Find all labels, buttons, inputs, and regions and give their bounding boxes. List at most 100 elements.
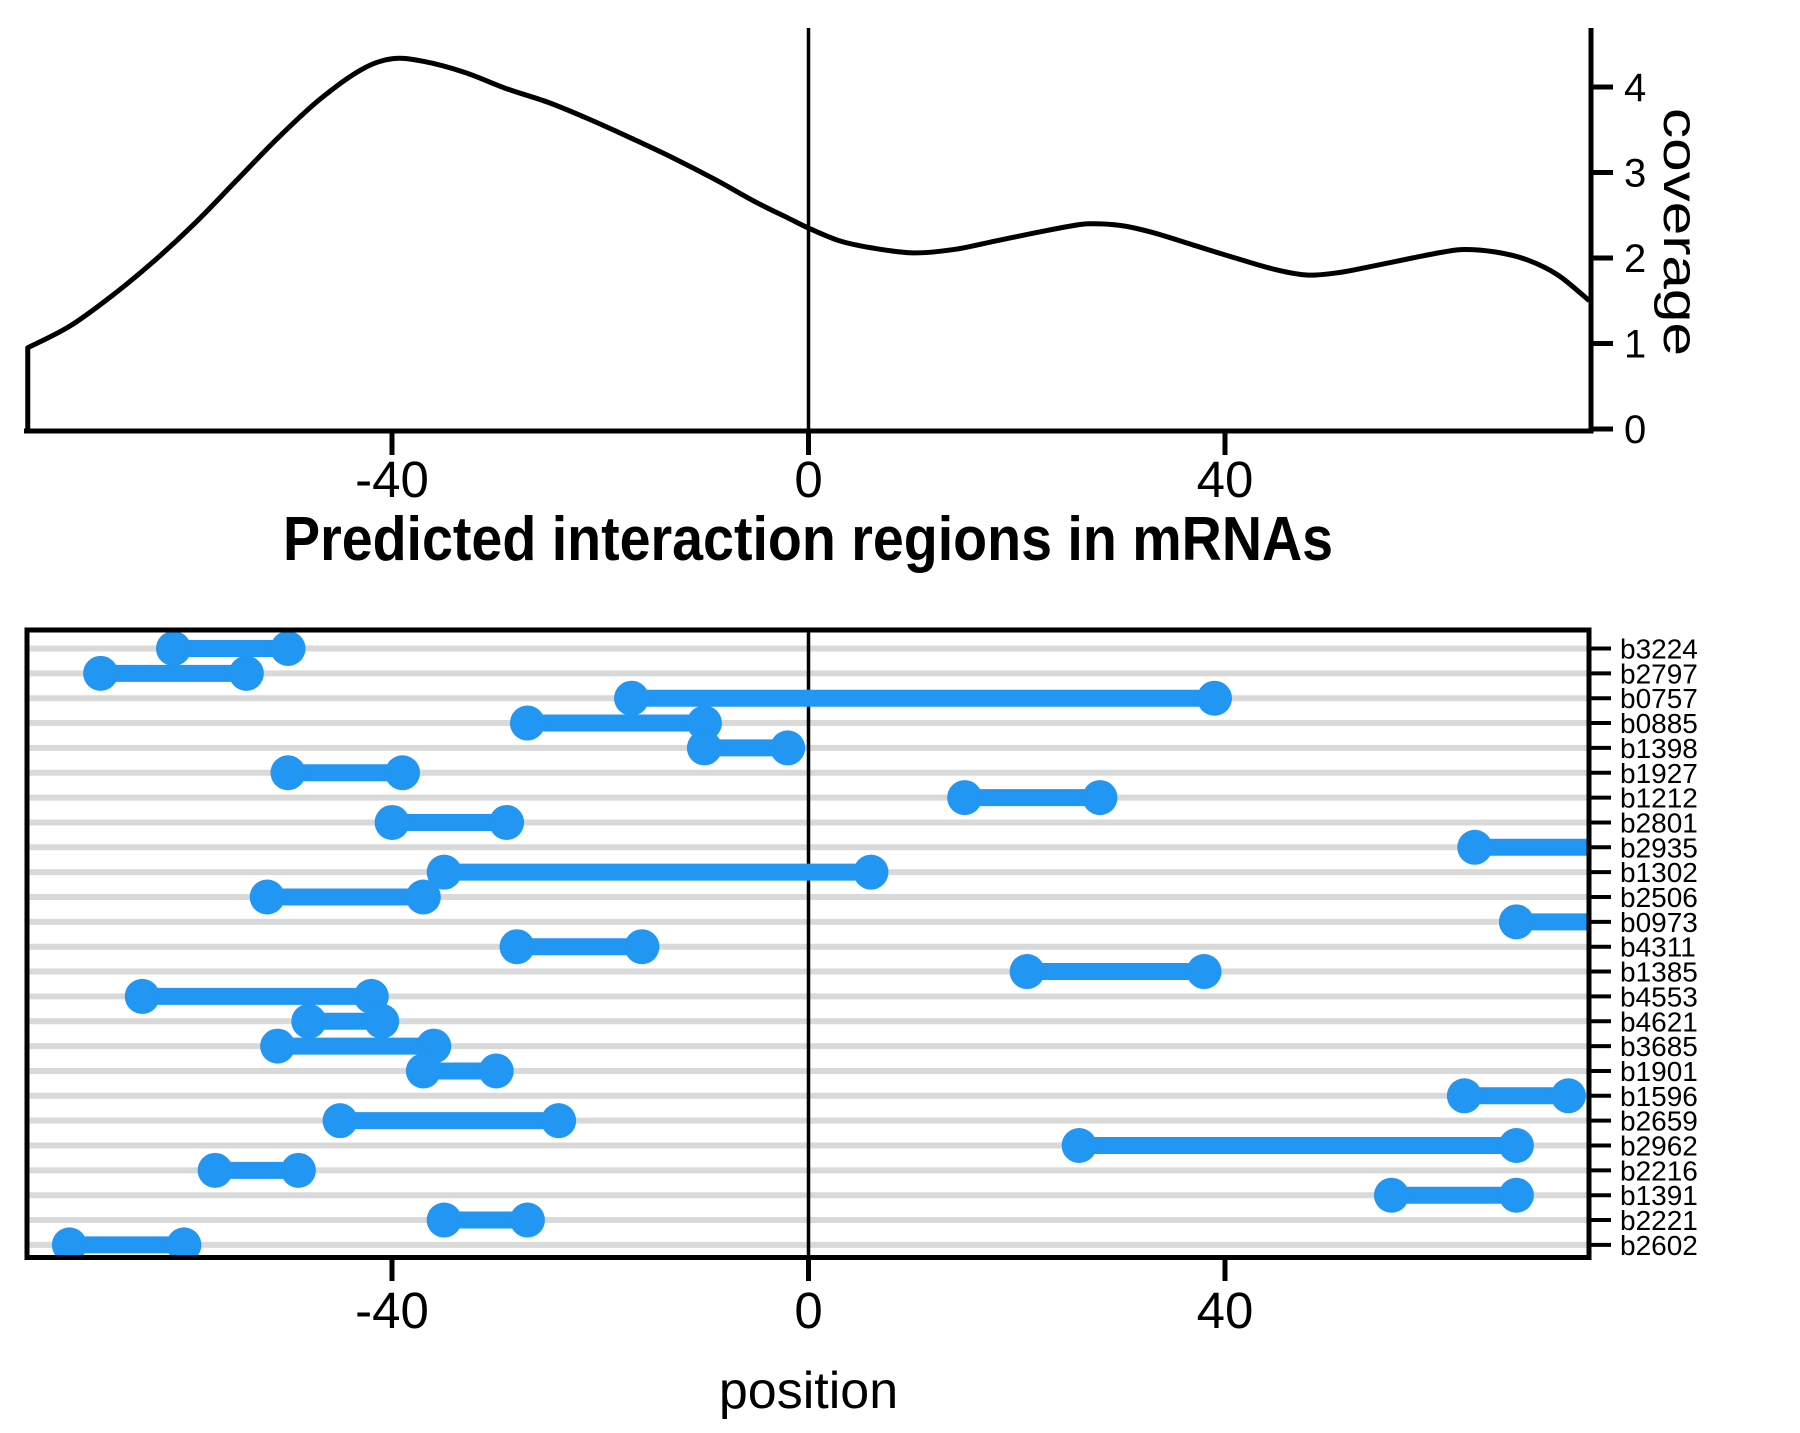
top-y-tick-label: 1 [1624,323,1646,367]
segment-b4311 [499,929,660,965]
segment-dot [1498,1128,1534,1163]
segment-dot [385,755,421,791]
segment-b2801 [374,804,525,840]
segment-b2935 [1457,829,1587,865]
segment-dot [947,780,983,816]
segment-dot [83,655,119,691]
segment-dot [1186,954,1222,990]
top-x-tick-label: -40 [355,451,429,508]
segment-dot [1498,904,1534,940]
segment-b2962 [1061,1128,1534,1163]
segment-dot [1082,780,1118,816]
segment-b2506 [249,879,441,915]
segment-b1901 [405,1053,514,1089]
row-label-b4311: b4311 [1620,932,1696,963]
segment-b2602 [51,1227,202,1256]
segment-dot [1196,680,1232,716]
segment-dot [51,1227,87,1256]
bottom-x-tick-label: -40 [355,1282,429,1339]
segment-dot [1550,1078,1586,1114]
segment-dot [291,1003,327,1039]
coverage-ylabel: coverage [1653,108,1706,356]
bottom-x-tick-label: 0 [794,1282,822,1339]
top-x-tick-label: 0 [794,451,822,508]
segment-dot [166,1227,202,1256]
row-label-b1302: b1302 [1620,857,1698,888]
row-label-b3685: b3685 [1620,1031,1698,1062]
row-label-b2801: b2801 [1620,807,1698,838]
row-ticks [1589,646,1611,1247]
segment-dot [280,1152,316,1188]
row-label-b1391: b1391 [1620,1180,1698,1211]
row-label-b2216: b2216 [1620,1155,1698,1186]
segment-dot [624,929,660,965]
row-label-b0973: b0973 [1620,907,1698,938]
segment-dot [249,879,285,915]
row-label-b2221: b2221 [1620,1205,1698,1236]
row-label-b1385: b1385 [1620,957,1698,988]
position-xlabel: position [719,1362,898,1420]
top-y-tick-label: 2 [1624,237,1646,281]
figure-title: Predicted interaction regions in mRNAs [283,505,1333,574]
segment-dot [374,804,410,840]
row-label-b3224: b3224 [1620,634,1698,665]
top-y-tick-label: 4 [1624,66,1646,110]
segment-dot [405,879,441,915]
segment-dot [478,1053,514,1089]
row-label-b1212: b1212 [1620,783,1698,814]
segment-dot [499,929,535,965]
segment-b2216 [197,1152,316,1188]
segment-dot [686,705,722,741]
row-label-b1927: b1927 [1620,758,1698,789]
segment-dot [853,854,889,890]
segment-b1596 [1446,1078,1586,1114]
segment-dot [197,1152,233,1188]
segment-dot [1457,829,1493,865]
segment-dot [155,632,191,666]
segment-dot [614,680,650,716]
segment-b2797 [83,655,264,691]
segment-b0973 [1498,904,1587,940]
row-label-b0757: b0757 [1620,683,1698,714]
row-label-b0885: b0885 [1620,708,1698,739]
segment-b0757 [614,680,1232,716]
segment-dot [770,730,806,766]
segment-dot [1061,1128,1097,1163]
regions-panel: b3224b2797b0757b0885b1398b1927b1212b2801… [24,627,1698,1420]
segment-b4553 [124,978,389,1014]
coverage-curve [25,55,1591,429]
top-x-tick-label: 40 [1197,451,1254,508]
segment-dot [405,1053,441,1089]
segment-b0885 [509,705,722,741]
top-y-tick-label: 0 [1624,408,1646,452]
row-label-b2935: b2935 [1620,832,1698,863]
segment-dot [541,1103,577,1139]
top-y-tick-label: 3 [1624,152,1646,196]
segment-dot [364,1003,400,1039]
row-labels: b3224b2797b0757b0885b1398b1927b1212b2801… [1620,634,1698,1261]
row-label-b2602: b2602 [1620,1230,1698,1261]
segment-b1391 [1373,1177,1534,1213]
bottom-panel-frame [24,627,1592,1260]
coverage-panel: -40 0 40 0 1 2 3 4 coverage [24,28,1706,508]
segment-b1398 [686,730,806,766]
segment-dot [228,655,264,691]
row-label-b2506: b2506 [1620,882,1698,913]
segment-b1302 [426,854,889,890]
segment-dot [489,804,525,840]
segment-dot [260,1028,296,1064]
segment-dot [322,1103,358,1139]
segment-dot [124,978,160,1014]
segment-dot [509,1202,545,1238]
segment-b1927 [270,755,421,791]
segment-dot [426,854,462,890]
segments-layer [51,632,1587,1256]
row-label-b1398: b1398 [1620,733,1698,764]
segment-dot [1498,1177,1534,1213]
row-label-b4621: b4621 [1620,1006,1698,1037]
row-label-b1901: b1901 [1620,1056,1698,1087]
segment-dot [270,632,306,666]
segment-b4621 [291,1003,400,1039]
